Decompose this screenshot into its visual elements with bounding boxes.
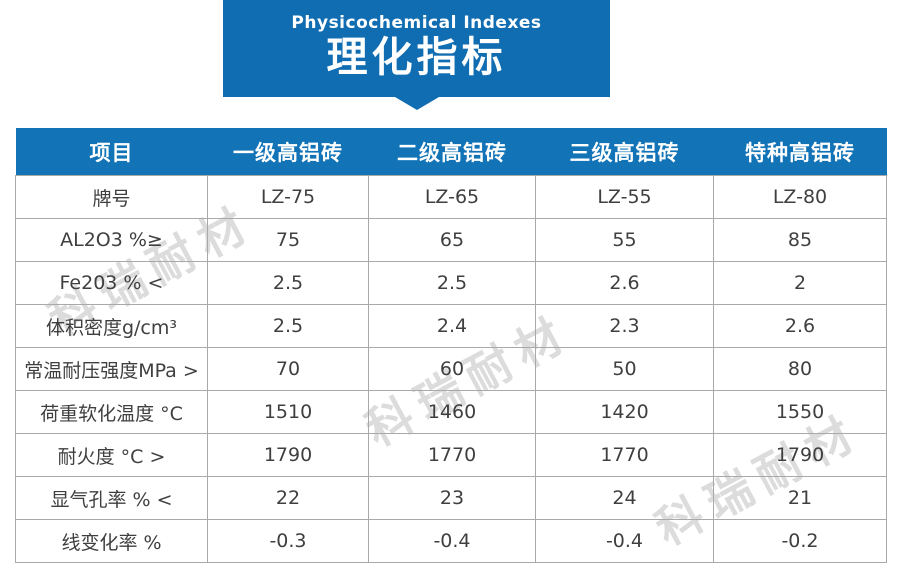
cell-value: -0.2 xyxy=(713,519,887,563)
spec-table-container: 项目 一级高铝砖 二级高铝砖 三级高铝砖 特种高铝砖 牌号 LZ-75 LZ-65 L… xyxy=(15,128,887,563)
row-label: AL2O3 %≥ xyxy=(15,218,208,262)
cell-value: 1420 xyxy=(535,390,714,434)
row-label: 荷重软化温度 °C xyxy=(15,390,208,434)
table-row: AL2O3 %≥ 75 65 55 85 xyxy=(15,218,887,262)
cell-value: LZ-65 xyxy=(368,175,536,219)
column-header-special: 特种高铝砖 xyxy=(713,128,887,176)
cell-value: -0.3 xyxy=(207,519,369,563)
cell-value: 24 xyxy=(535,476,714,520)
cell-value: LZ-75 xyxy=(207,175,369,219)
chevron-down-icon xyxy=(394,97,439,110)
cell-value: 60 xyxy=(368,347,536,391)
cell-value: 70 xyxy=(207,347,369,391)
cell-value: 55 xyxy=(535,218,714,262)
cell-value: LZ-55 xyxy=(535,175,714,219)
row-label: Fe203 % < xyxy=(15,261,208,305)
header-row: 项目 一级高铝砖 二级高铝砖 三级高铝砖 特种高铝砖 xyxy=(15,128,887,176)
cell-value: 1550 xyxy=(713,390,887,434)
title-banner: Physicochemical Indexes 理化指标 xyxy=(223,0,610,110)
cell-value: 22 xyxy=(207,476,369,520)
cell-value: 80 xyxy=(713,347,887,391)
cell-value: 65 xyxy=(368,218,536,262)
cell-value: 2.6 xyxy=(535,261,714,305)
cell-value: 1770 xyxy=(535,433,714,477)
table-row: 体积密度g/cm³ 2.5 2.4 2.3 2.6 xyxy=(15,304,887,348)
spec-table: 项目 一级高铝砖 二级高铝砖 三级高铝砖 特种高铝砖 牌号 LZ-75 LZ-65 L… xyxy=(15,128,887,563)
column-header-grade2: 二级高铝砖 xyxy=(368,128,536,176)
table-row: Fe203 % <2.5 2.5 2.6 2 xyxy=(15,261,887,305)
row-label: 体积密度g/cm³ xyxy=(15,304,208,348)
table-row: 线变化率 % -0.3 -0.4 -0.4 -0.2 xyxy=(15,519,887,563)
row-label: 线变化率 % xyxy=(15,519,208,563)
cell-value: 2.3 xyxy=(535,304,714,348)
cell-value: -0.4 xyxy=(368,519,536,563)
spec-table-body: 牌号 LZ-75 LZ-65 LZ-55 LZ-80 AL2O3 %≥ 75 65 55 85 Fe… xyxy=(15,175,887,563)
column-header-item: 项目 xyxy=(15,128,208,176)
cell-value: 2.6 xyxy=(713,304,887,348)
column-header-grade1: 一级高铝砖 xyxy=(207,128,369,176)
cell-value: 23 xyxy=(368,476,536,520)
cell-value: 50 xyxy=(535,347,714,391)
cell-value: -0.4 xyxy=(535,519,714,563)
cell-value: 85 xyxy=(713,218,887,262)
cell-value: 2.5 xyxy=(368,261,536,305)
row-label: 耐火度 °C > xyxy=(15,433,208,477)
cell-value: LZ-80 xyxy=(713,175,887,219)
banner-subtitle-en: Physicochemical Indexes xyxy=(291,13,542,33)
cell-value: 2.5 xyxy=(207,304,369,348)
cell-value: 1790 xyxy=(713,433,887,477)
cell-value: 2.5 xyxy=(207,261,369,305)
cell-value: 1510 xyxy=(207,390,369,434)
column-header-grade3: 三级高铝砖 xyxy=(535,128,714,176)
table-row: 显气孔率 % <22 23 24 21 xyxy=(15,476,887,520)
row-label: 常温耐压强度MPa > xyxy=(15,347,208,391)
cell-value: 2.4 xyxy=(368,304,536,348)
cell-value: 1790 xyxy=(207,433,369,477)
cell-value: 1460 xyxy=(368,390,536,434)
row-label: 显气孔率 % < xyxy=(15,476,208,520)
row-label: 牌号 xyxy=(15,175,208,219)
cell-value: 2 xyxy=(713,261,887,305)
table-row: 牌号 LZ-75 LZ-65 LZ-55 LZ-80 xyxy=(15,175,887,219)
table-row: 荷重软化温度 °C 1510 1460 1420 1550 xyxy=(15,390,887,434)
table-row: 耐火度 °C >1790 1770 1770 1790 xyxy=(15,433,887,477)
cell-value: 1770 xyxy=(368,433,536,477)
banner-title-zh: 理化指标 xyxy=(326,33,507,81)
cell-value: 21 xyxy=(713,476,887,520)
table-row: 常温耐压强度MPa >70 60 50 80 xyxy=(15,347,887,391)
cell-value: 75 xyxy=(207,218,369,262)
